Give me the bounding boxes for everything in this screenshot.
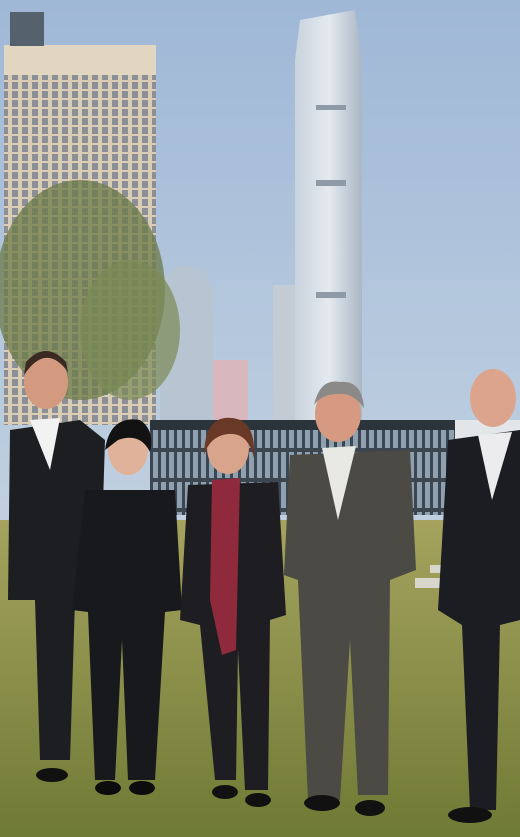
rooftop-tank: [10, 12, 44, 46]
person-shoe: [129, 781, 155, 795]
person-shoe: [212, 785, 238, 799]
tower-band: [316, 105, 346, 110]
person-hair: [105, 419, 152, 452]
person-shoe: [95, 781, 121, 795]
building: [213, 360, 248, 425]
person-head: [24, 355, 68, 409]
person-hair: [24, 351, 68, 375]
person-shoe: [448, 807, 492, 823]
building: [273, 285, 295, 425]
building-crown: [4, 45, 156, 75]
person-jacket: [72, 490, 182, 780]
person-shoe: [355, 800, 385, 816]
person-suit: [284, 450, 416, 800]
person-shoe: [304, 795, 340, 811]
skyscraper: [295, 10, 362, 425]
tower-band: [316, 180, 346, 186]
tower-band: [316, 292, 346, 298]
person-suit: [8, 420, 105, 760]
person-scarf: [210, 478, 240, 655]
person-hair: [314, 381, 364, 408]
person-shoe: [36, 768, 68, 782]
person-shirt: [322, 446, 356, 520]
rooftop-edge: [150, 420, 460, 430]
person-head: [315, 386, 361, 442]
person-shirt: [30, 418, 60, 470]
person-hair: [204, 417, 255, 458]
person-shirt: [478, 432, 512, 500]
paving-stone: [415, 578, 445, 588]
person-shoe: [245, 793, 271, 807]
person-head: [470, 369, 516, 427]
tree: [80, 260, 180, 400]
person-suit: [438, 430, 520, 810]
